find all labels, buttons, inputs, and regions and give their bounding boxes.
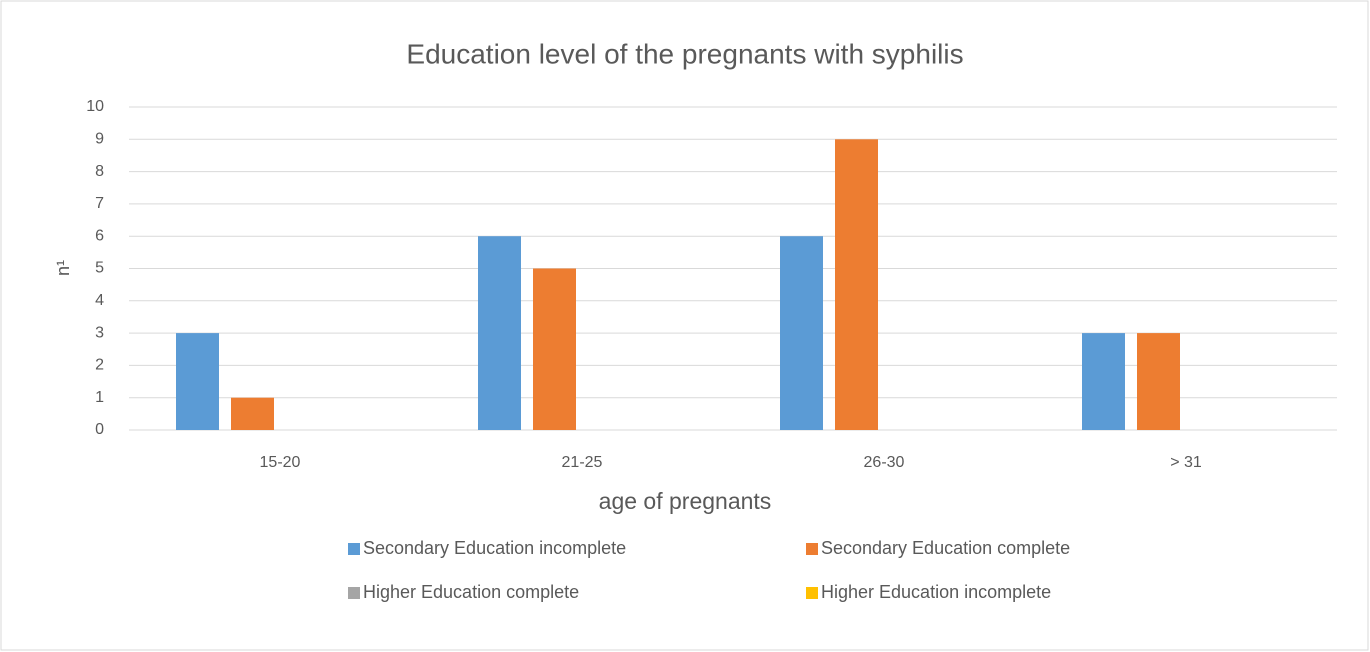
legend-label: Secondary Education complete — [821, 538, 1070, 558]
legend-label: Higher Education complete — [363, 582, 579, 602]
y-tick-label: 10 — [86, 98, 104, 115]
bar — [1137, 333, 1180, 430]
y-tick-label: 3 — [95, 324, 104, 341]
legend-swatch — [806, 543, 818, 555]
bar — [231, 397, 274, 430]
y-tick-label: 1 — [95, 389, 104, 406]
x-tick-label: 26-30 — [864, 454, 905, 471]
chart-title: Education level of the pregnants with sy… — [406, 38, 963, 69]
y-tick-label: 6 — [95, 227, 104, 244]
x-tick-label: > 31 — [1170, 454, 1202, 471]
y-tick-label: 5 — [95, 260, 104, 277]
bar — [1082, 333, 1125, 430]
x-tick-label: 21-25 — [562, 454, 603, 471]
legend-swatch — [348, 543, 360, 555]
y-tick-label: 7 — [95, 195, 104, 212]
bar — [533, 268, 576, 430]
bar — [835, 139, 878, 431]
y-axis-label: n¹ — [53, 260, 73, 276]
bar — [478, 236, 521, 430]
legend-label: Secondary Education incomplete — [363, 538, 626, 558]
legend-label: Higher Education incomplete — [821, 582, 1051, 602]
legend-swatch — [806, 587, 818, 599]
y-tick-label: 8 — [95, 163, 104, 180]
x-tick-label: 15-20 — [260, 454, 301, 471]
bar — [780, 236, 823, 430]
bar — [176, 333, 219, 430]
y-tick-label: 4 — [95, 292, 104, 309]
y-tick-label: 9 — [95, 131, 104, 148]
y-tick-label: 0 — [95, 421, 104, 438]
legend-swatch — [348, 587, 360, 599]
x-axis-label: age of pregnants — [599, 488, 772, 514]
y-tick-label: 2 — [95, 357, 104, 374]
